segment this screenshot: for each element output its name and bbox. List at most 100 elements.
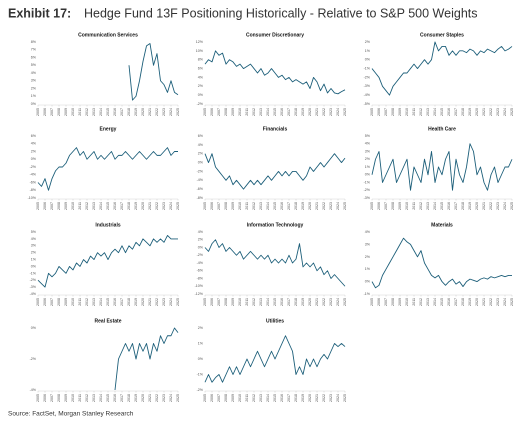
- x-tick-label: 2012: [419, 298, 423, 306]
- x-tick-label: 2016: [280, 298, 284, 306]
- x-tick-label: 2024: [169, 108, 173, 116]
- x-tick-label: 2006: [210, 298, 214, 306]
- x-tick-label: 2017: [120, 202, 124, 210]
- series-line: [204, 239, 346, 287]
- y-tick-label: 3%: [31, 79, 37, 83]
- x-tick-label: 2007: [217, 298, 221, 306]
- x-tick-label: 2023: [329, 298, 333, 306]
- x-tick-label: 2014: [266, 202, 270, 210]
- x-tick-label: 2006: [377, 108, 381, 116]
- x-tick-label: 2008: [57, 394, 61, 402]
- x-tick-label: 2007: [50, 108, 54, 116]
- x-tick-label: 2022: [322, 202, 326, 210]
- x-tick-label: 2008: [391, 298, 395, 306]
- x-tick-label: 2008: [57, 202, 61, 210]
- x-tick-label: 2010: [238, 108, 242, 116]
- x-tick-label: 2022: [322, 394, 326, 402]
- x-tick-label: 2006: [43, 202, 47, 210]
- y-tick-label: 1%: [365, 267, 371, 271]
- x-tick-label: 2012: [85, 202, 89, 210]
- x-tick-label: 2009: [64, 202, 68, 210]
- y-tick-label: 0%: [31, 102, 37, 106]
- x-tick-label: 2015: [440, 108, 444, 116]
- exhibit-label: Exhibit 17:: [8, 6, 71, 20]
- x-tick-label: 2016: [447, 298, 451, 306]
- x-tick-label: 2005: [370, 108, 374, 116]
- x-tick-label: 2006: [377, 202, 381, 210]
- x-tick-label: 2018: [127, 108, 131, 116]
- x-tick-label: 2015: [440, 298, 444, 306]
- x-tick-label: 2019: [301, 202, 305, 210]
- x-tick-label: 2008: [224, 298, 228, 306]
- x-tick-label: 2010: [71, 298, 75, 306]
- x-tick-label: 2024: [336, 394, 340, 402]
- x-tick-label: 2006: [43, 298, 47, 306]
- y-tick-label: 2%: [198, 152, 204, 156]
- x-tick-label: 2009: [398, 202, 402, 210]
- x-tick-label: 2023: [496, 298, 500, 306]
- x-tick-label: 2019: [134, 394, 138, 402]
- x-tick-label: 2020: [308, 298, 312, 306]
- x-tick-label: 2024: [169, 394, 173, 402]
- x-tick-label: 2015: [273, 298, 277, 306]
- x-tick-label: 2019: [134, 108, 138, 116]
- x-tick-label: 2018: [294, 202, 298, 210]
- panel-title: Energy: [100, 126, 117, 132]
- x-tick-label: 2011: [78, 108, 82, 116]
- y-tick-label: 0%: [365, 58, 371, 62]
- y-tick-label: 0%: [198, 161, 204, 165]
- x-tick-label: 2007: [384, 108, 388, 116]
- x-tick-label: 2015: [106, 202, 110, 210]
- x-tick-label: 2015: [440, 202, 444, 210]
- x-tick-label: 2024: [503, 202, 507, 210]
- panel-title: Materials: [431, 222, 453, 228]
- x-tick-label: 2013: [92, 202, 96, 210]
- x-tick-label: 2011: [245, 202, 249, 210]
- x-tick-label: 2025: [343, 202, 347, 210]
- x-tick-label: 2010: [71, 108, 75, 116]
- y-tick-label: -3%: [30, 285, 37, 289]
- x-tick-label: 2024: [336, 108, 340, 116]
- x-tick-label: 2017: [287, 298, 291, 306]
- x-tick-label: 2011: [245, 108, 249, 116]
- x-tick-label: 2005: [203, 298, 207, 306]
- panel-title: Financials: [263, 126, 288, 132]
- panel-title: Consumer Staples: [420, 32, 464, 38]
- x-tick-label: 2016: [113, 108, 117, 116]
- x-tick-label: 2016: [280, 108, 284, 116]
- y-tick-label: -2%: [30, 357, 37, 361]
- x-tick-label: 2007: [384, 298, 388, 306]
- x-tick-label: 2015: [106, 108, 110, 116]
- x-tick-label: 2019: [301, 108, 305, 116]
- x-tick-label: 2022: [322, 108, 326, 116]
- y-tick-label: -4%: [30, 173, 37, 177]
- x-tick-label: 2012: [419, 202, 423, 210]
- x-tick-label: 2015: [273, 202, 277, 210]
- x-tick-label: 2012: [252, 298, 256, 306]
- x-tick-label: 2019: [301, 298, 305, 306]
- y-tick-label: 5%: [31, 230, 37, 234]
- x-tick-label: 2008: [391, 108, 395, 116]
- y-tick-label: 1%: [31, 94, 37, 98]
- panel-title: Communication Services: [78, 32, 138, 38]
- y-tick-label: 1%: [365, 49, 371, 53]
- y-tick-label: 4%: [31, 237, 37, 241]
- x-tick-label: 2017: [287, 202, 291, 210]
- x-tick-label: 2012: [85, 108, 89, 116]
- x-tick-label: 2007: [384, 202, 388, 210]
- x-tick-label: 2017: [120, 108, 124, 116]
- y-tick-label: 2%: [198, 238, 204, 242]
- x-tick-label: 2017: [287, 394, 291, 402]
- y-tick-label: 4%: [365, 142, 371, 146]
- x-tick-label: 2016: [113, 202, 117, 210]
- y-tick-label: 0%: [31, 264, 37, 268]
- y-tick-label: 10%: [196, 49, 204, 53]
- y-tick-label: -8%: [197, 196, 204, 200]
- x-tick-label: 2021: [315, 202, 319, 210]
- x-tick-label: 2012: [252, 394, 256, 402]
- x-tick-label: 2020: [308, 108, 312, 116]
- x-tick-label: 2012: [252, 108, 256, 116]
- y-tick-label: 4%: [31, 71, 37, 75]
- y-tick-label: -1%: [364, 180, 371, 184]
